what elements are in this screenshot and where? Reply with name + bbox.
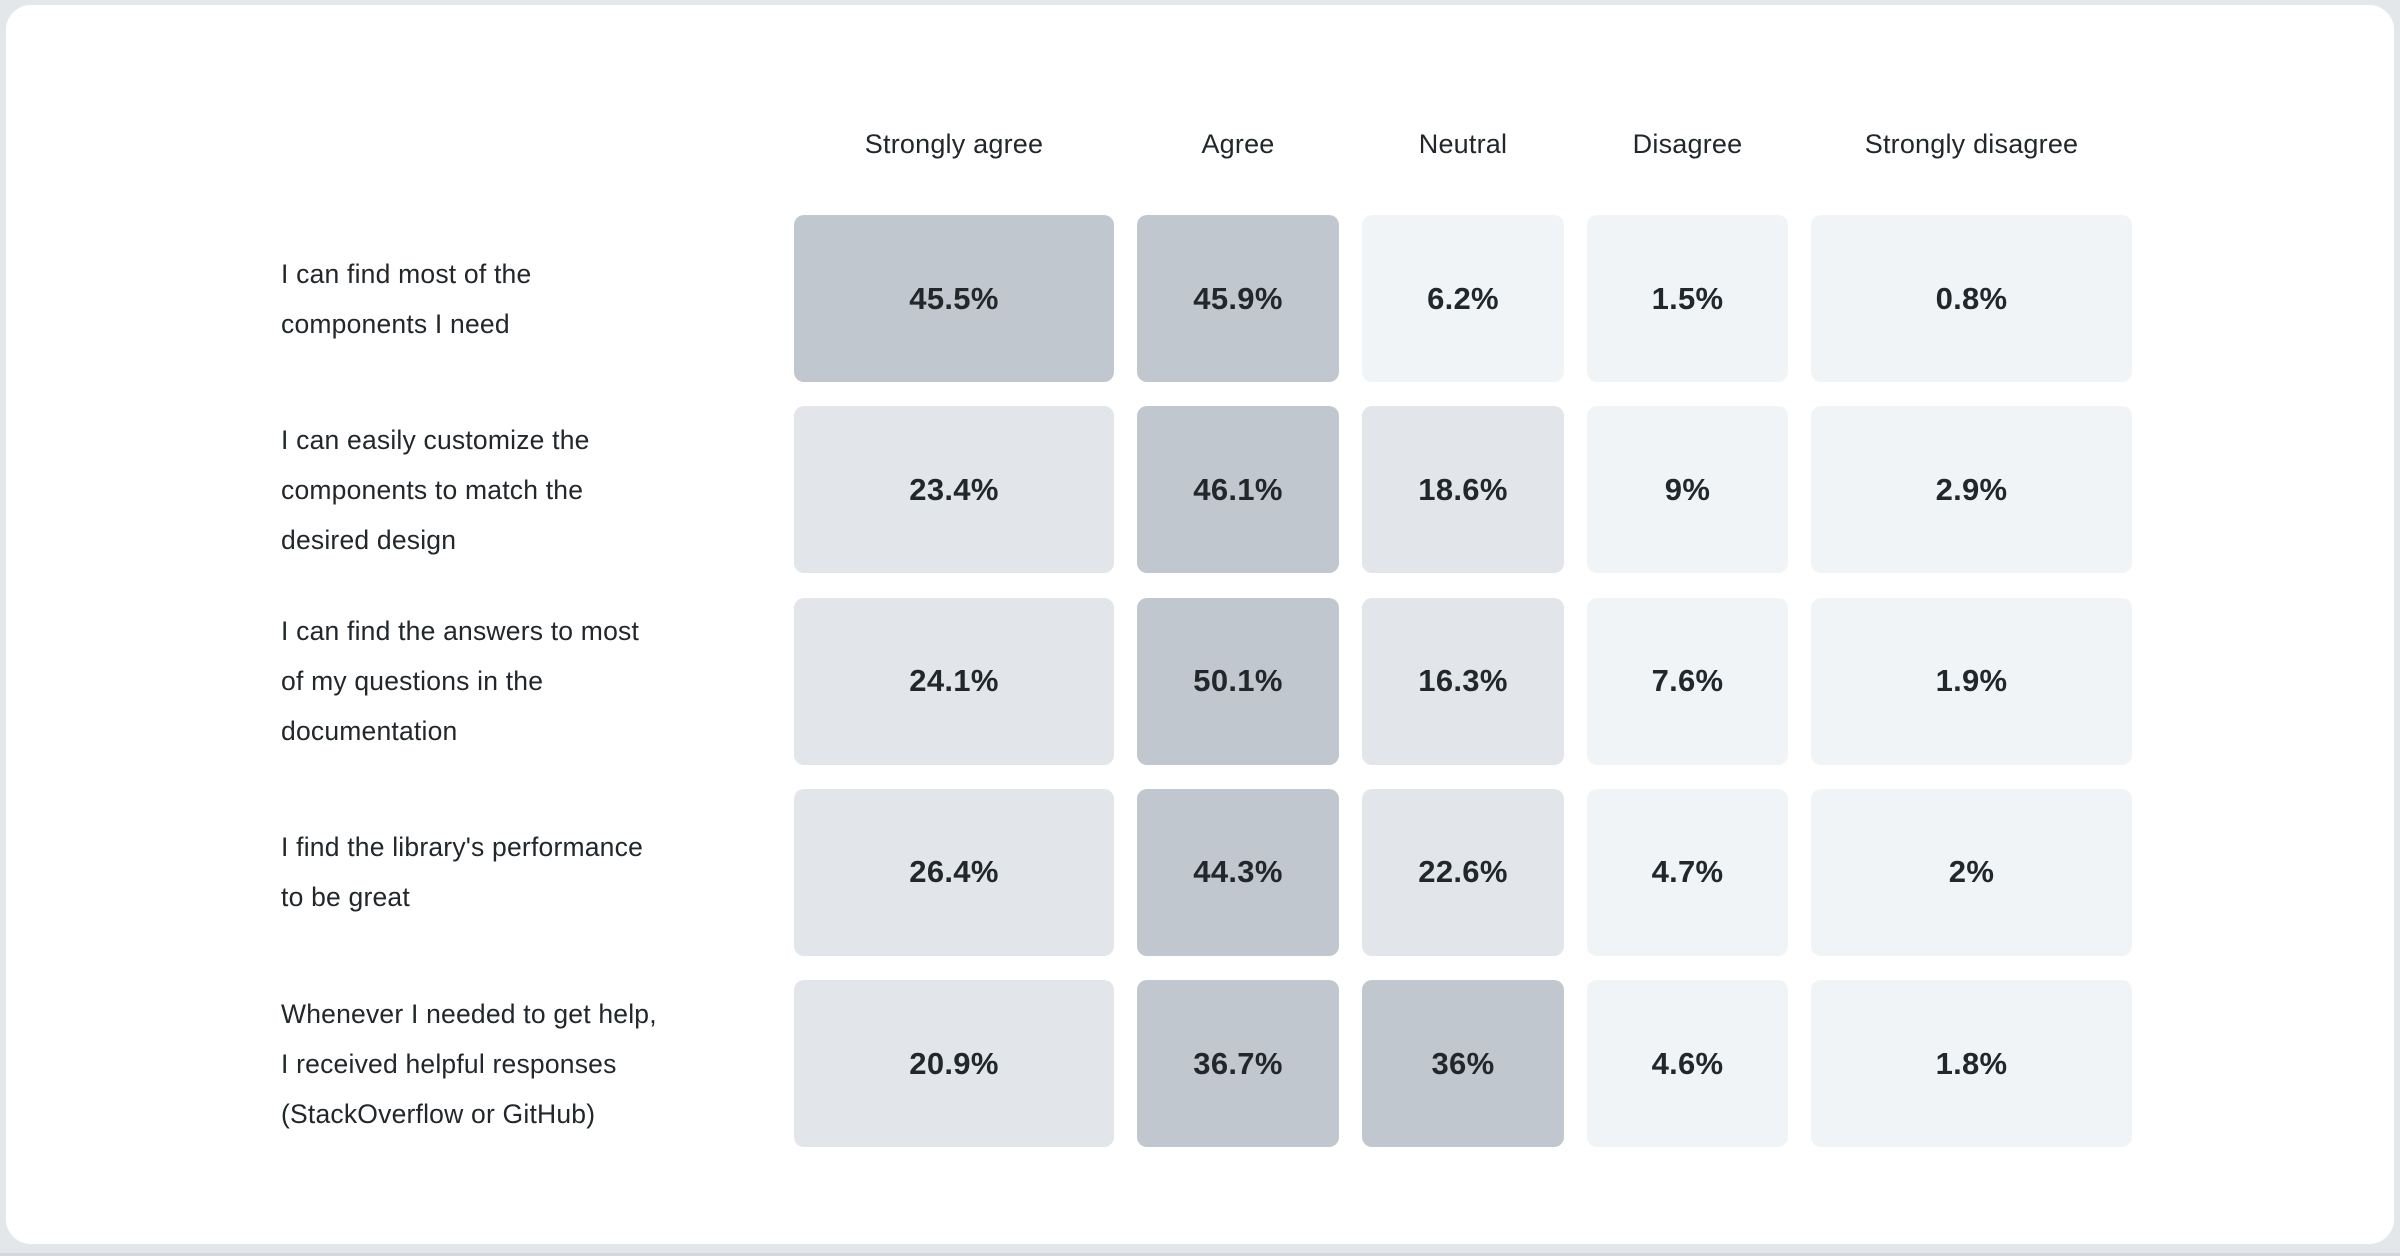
row-label-text: Whenever I needed to get help, I receive… bbox=[281, 998, 657, 1129]
row-label: I can find the answers to most of my que… bbox=[281, 598, 771, 765]
heatmap-cell: 26.4% bbox=[794, 788, 1114, 956]
header-row-spacer bbox=[281, 124, 771, 164]
heatmap-cell: 22.6% bbox=[1362, 788, 1564, 956]
row-label: Whenever I needed to get help, I receive… bbox=[281, 980, 771, 1147]
heatmap-cell: 36% bbox=[1362, 980, 1564, 1148]
column-header-neutral: Neutral bbox=[1418, 128, 1508, 159]
heatmap-cell: 36.7% bbox=[1137, 980, 1339, 1148]
heatmap-cell: 18.6% bbox=[1362, 406, 1564, 574]
row-label-text: I can find most of the components I need bbox=[281, 258, 532, 339]
row-label: I can easily customize the components to… bbox=[281, 406, 771, 573]
heatmap-cell: 4.6% bbox=[1587, 980, 1788, 1148]
heatmap-cell: 45.9% bbox=[1137, 215, 1339, 382]
heatmap-cell: 1.9% bbox=[1811, 597, 2132, 765]
heatmap-cell: 4.7% bbox=[1587, 788, 1788, 956]
heatmap-body: I can find most of the components I need… bbox=[281, 215, 2132, 1148]
row-label-text: I find the library's performance to be g… bbox=[281, 832, 644, 913]
heatmap-cell: 50.1% bbox=[1137, 597, 1339, 765]
heatmap-cell: 24.1% bbox=[794, 597, 1114, 765]
heatmap-cell: 0.8% bbox=[1811, 215, 2132, 382]
row-label-text: I can easily customize the components to… bbox=[281, 424, 590, 555]
row-label: I find the library's performance to be g… bbox=[281, 789, 771, 956]
row-label: I can find most of the components I need bbox=[281, 215, 771, 382]
heatmap-cell: 46.1% bbox=[1137, 406, 1339, 574]
heatmap-cell: 7.6% bbox=[1587, 597, 1788, 765]
column-header-strongly-disagree: Strongly disagree bbox=[1864, 128, 2079, 159]
heatmap-cell: 1.8% bbox=[1811, 980, 2132, 1148]
heatmap-cell: 6.2% bbox=[1362, 215, 1564, 382]
heatmap-cell: 9% bbox=[1587, 406, 1788, 574]
heatmap-card: Strongly agree Agree Neutral Disagree Strong… bbox=[5, 4, 2395, 1245]
column-header-agree: Agree bbox=[1201, 128, 1275, 159]
column-header-row: Strongly agree Agree Neutral Disagree Strong… bbox=[281, 124, 2132, 164]
heatmap-cell: 2.9% bbox=[1811, 406, 2132, 574]
heatmap-cell: 23.4% bbox=[794, 406, 1114, 574]
heatmap-cell: 16.3% bbox=[1362, 597, 1564, 765]
heatmap-cell: 1.5% bbox=[1587, 215, 1788, 382]
column-header-disagree: Disagree bbox=[1632, 128, 1743, 159]
heatmap-cell: 20.9% bbox=[794, 980, 1114, 1148]
row-label-text: I can find the answers to most of my que… bbox=[281, 616, 640, 747]
column-header-strongly-agree: Strongly agree bbox=[864, 128, 1044, 159]
heatmap-cell: 2% bbox=[1811, 788, 2132, 956]
heatmap-cell: 45.5% bbox=[794, 215, 1114, 382]
heatmap-cell: 44.3% bbox=[1137, 788, 1339, 956]
